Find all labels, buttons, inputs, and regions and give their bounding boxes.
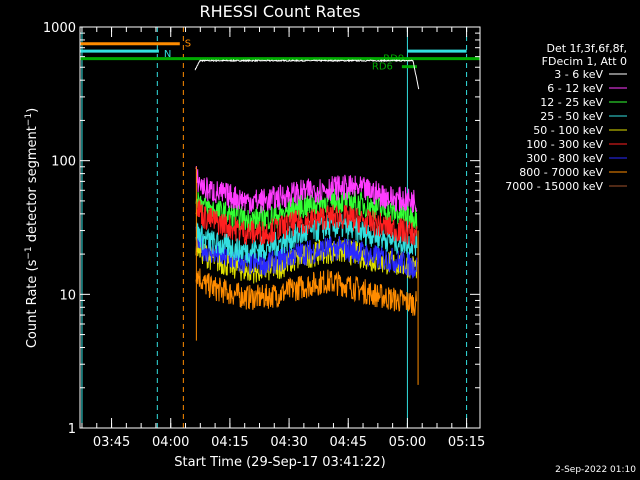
series-line-3-6keV xyxy=(194,58,420,90)
legend-item-label: 6 - 12 keV xyxy=(547,82,603,95)
x-tick-label: 03:45 xyxy=(93,435,130,450)
x-tick-label: 04:00 xyxy=(152,435,189,450)
legend-item-label: 800 - 7000 keV xyxy=(519,166,603,179)
y-axis-label: Count Rate (s−1 detector segment−1) xyxy=(24,108,40,348)
y-tick-label: 100 xyxy=(51,155,76,170)
marker-rd9-label: RD9 xyxy=(383,54,404,65)
legend-item-label: 25 - 50 keV xyxy=(540,110,603,123)
series-line-100-300keV xyxy=(195,199,418,246)
x-axis-label: Start Time (29-Sep-17 03:41:22) xyxy=(174,455,385,470)
y-tick-label: 1000 xyxy=(43,21,76,36)
legend-item-label: 3 - 6 keV xyxy=(554,68,603,81)
series-line-6-12keV xyxy=(195,166,418,214)
x-tick-label: 05:15 xyxy=(448,435,485,450)
footer-timestamp: 2-Sep-2022 01:10 xyxy=(555,465,636,475)
legend-header: FDecim 1, Att 0 xyxy=(542,55,627,68)
chart-title: RHESSI Count Rates xyxy=(200,2,361,21)
legend-header: Det 1f,3f,6f,8f, xyxy=(546,42,627,55)
legend-item-label: 12 - 25 keV xyxy=(540,96,603,109)
series-layer xyxy=(194,58,420,385)
series-line-800-7000keV xyxy=(195,268,418,316)
y-tick-label: 10 xyxy=(59,288,76,303)
legend: Det 1f,3f,6f,8f,FDecim 1, Att 03 - 6 keV… xyxy=(505,42,627,193)
axes: 1 10 100 1000 03:45 04:00 04:15 04:30 04:45 05:00… xyxy=(43,21,485,450)
marker-s-label: S xyxy=(185,39,191,50)
x-tick-label: 04:15 xyxy=(211,435,248,450)
legend-item-label: 300 - 800 keV xyxy=(526,152,603,165)
x-tick-label: 05:00 xyxy=(389,435,426,450)
legend-item-label: 7000 - 15000 keV xyxy=(505,180,603,193)
y-tick-label: 1 xyxy=(68,422,76,437)
marker-rd6-label: RD6 xyxy=(372,62,393,73)
x-tick-label: 04:30 xyxy=(270,435,307,450)
legend-item-label: 100 - 300 keV xyxy=(526,138,603,151)
legend-item-label: 50 - 100 keV xyxy=(533,124,603,137)
x-tick-label: 04:45 xyxy=(330,435,367,450)
marker-n-label: N xyxy=(164,49,171,60)
plot-frame xyxy=(79,26,481,429)
